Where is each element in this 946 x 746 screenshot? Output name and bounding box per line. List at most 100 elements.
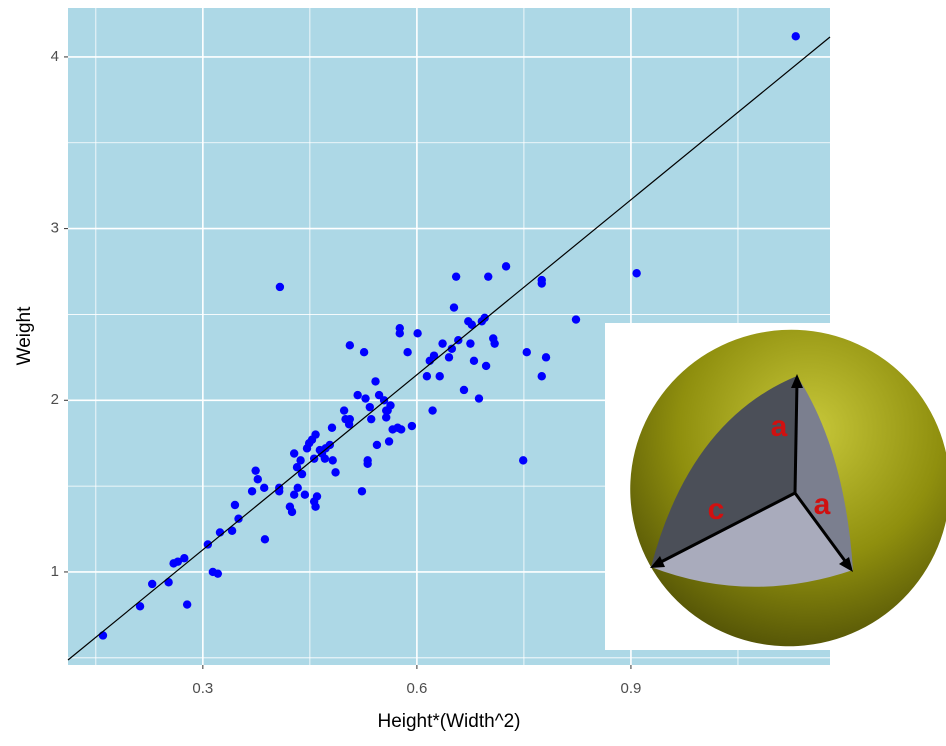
point [289, 449, 299, 458]
y-tick-label: 3 [51, 220, 59, 237]
point [490, 339, 499, 348]
point [296, 456, 305, 465]
point [363, 456, 372, 465]
point [480, 313, 489, 323]
point [438, 339, 447, 348]
y-tick-label: 2 [51, 391, 59, 408]
point [339, 406, 349, 415]
point [537, 275, 546, 285]
point [384, 437, 394, 446]
point [428, 406, 437, 415]
point [320, 454, 330, 463]
point [300, 490, 310, 499]
point [444, 353, 454, 362]
point [422, 372, 432, 381]
point [135, 602, 145, 611]
point [435, 372, 444, 381]
point [98, 631, 108, 640]
point [331, 468, 340, 477]
trend-line [67, 36, 831, 661]
point [537, 372, 546, 381]
point [361, 394, 370, 403]
point [311, 430, 320, 439]
point [260, 483, 269, 493]
point [164, 578, 173, 587]
point [386, 401, 395, 410]
point [407, 421, 417, 431]
point [501, 262, 511, 271]
point [311, 502, 320, 511]
point [203, 540, 213, 549]
point [469, 356, 479, 365]
point [484, 272, 493, 281]
y-axis-title: Weight [14, 306, 35, 366]
point [359, 348, 369, 357]
point [522, 348, 531, 357]
point [253, 475, 262, 484]
point [374, 390, 384, 400]
cut-face [651, 493, 853, 587]
x-tick-label: 0.6 [406, 680, 427, 697]
point [382, 413, 391, 422]
point [230, 500, 240, 510]
point [449, 303, 459, 312]
point [791, 32, 800, 41]
point [227, 526, 237, 535]
point [474, 394, 484, 403]
y-tick-label: 1 [51, 563, 59, 580]
point [287, 507, 297, 517]
point [429, 351, 439, 360]
point [541, 353, 551, 362]
point [451, 272, 461, 281]
point [466, 339, 475, 348]
point [213, 569, 223, 578]
y-tick-label: 4 [51, 48, 59, 65]
point [357, 487, 367, 496]
point [327, 423, 337, 432]
point [372, 440, 382, 450]
point [467, 320, 477, 329]
point [251, 466, 260, 475]
point [289, 490, 299, 499]
x-tick-label: 0.3 [192, 680, 213, 697]
point [312, 492, 322, 501]
point [182, 600, 192, 609]
point [395, 329, 404, 338]
point [328, 456, 337, 465]
inset-image: a c a [605, 323, 946, 650]
point [297, 469, 307, 479]
point [396, 425, 406, 434]
point [379, 396, 389, 405]
point [180, 554, 189, 563]
x-tick-label: 0.9 [621, 680, 642, 697]
point [365, 402, 375, 412]
point [147, 579, 157, 589]
point [292, 463, 302, 472]
point [413, 329, 422, 338]
point [403, 348, 412, 357]
point [345, 414, 355, 424]
point [447, 344, 457, 353]
point [571, 315, 581, 324]
point [632, 269, 641, 278]
x-axis-title: Height*(Width^2) [377, 711, 520, 732]
point [173, 557, 183, 566]
point [247, 487, 257, 496]
point [234, 514, 243, 523]
inset-label: a [814, 488, 831, 521]
point [371, 377, 380, 386]
cut-face [651, 376, 797, 567]
inset-label: c [708, 493, 725, 526]
point [481, 361, 491, 371]
point [260, 535, 270, 544]
cut-face [795, 376, 853, 570]
point [275, 282, 285, 292]
point [367, 414, 376, 424]
point [345, 341, 355, 350]
axes-arrows [650, 374, 853, 572]
point [459, 385, 469, 395]
inset-label: a [771, 410, 788, 443]
point [519, 456, 528, 465]
point [274, 487, 284, 496]
